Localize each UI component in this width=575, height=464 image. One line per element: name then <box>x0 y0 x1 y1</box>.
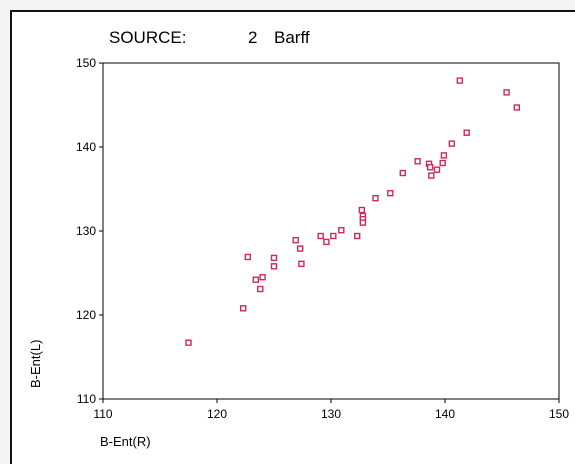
x-tick-label: 140 <box>435 407 455 421</box>
data-point-34 <box>513 104 520 111</box>
y-tick-label: 120 <box>76 308 96 322</box>
x-tick-label: 120 <box>207 407 227 421</box>
data-point-6 <box>270 254 278 262</box>
data-point-23 <box>414 158 421 165</box>
chart-window: SOURCE: 2 Barff 110 120 130 140 150 110 120 13… <box>10 10 575 464</box>
data-point-15 <box>354 232 361 240</box>
chart-title: SOURCE: <box>109 28 186 47</box>
data-point-4 <box>257 285 264 293</box>
data-point-19 <box>359 219 367 226</box>
data-point-29 <box>440 152 448 159</box>
data-point-27 <box>433 166 441 173</box>
data-point-1 <box>239 305 247 312</box>
y-axis: 110 120 130 140 150 <box>76 56 103 406</box>
data-point-8 <box>292 236 299 244</box>
source-number: 2 <box>248 28 257 47</box>
data-point-12 <box>323 238 330 246</box>
data-point-3 <box>252 276 260 283</box>
x-axis: 110 120 130 140 150 <box>93 399 569 421</box>
data-point-14 <box>338 226 345 234</box>
data-point-5 <box>259 274 266 281</box>
data-point-25 <box>427 163 434 171</box>
data-point-31 <box>456 77 463 84</box>
data-point-21 <box>387 189 394 197</box>
data-point-22 <box>399 169 406 177</box>
data-point-10 <box>298 260 305 268</box>
data-point-28 <box>439 159 446 167</box>
x-tick-label: 130 <box>321 407 341 421</box>
y-tick-label: 110 <box>77 392 96 406</box>
y-tick-label: 150 <box>76 56 96 70</box>
data-point-20 <box>372 194 379 202</box>
x-tick-label: 150 <box>549 407 569 421</box>
data-point-7 <box>270 263 278 270</box>
data-point-33 <box>503 89 510 96</box>
data-point-26 <box>428 172 435 179</box>
y-tick-label: 140 <box>76 140 96 154</box>
source-name: Barff <box>274 28 310 47</box>
y-tick-label: 130 <box>76 224 96 238</box>
data-point-32 <box>463 129 470 136</box>
data-point-9 <box>297 245 304 252</box>
data-point-13 <box>330 232 337 240</box>
data-point-30 <box>448 140 455 147</box>
data-point-16 <box>358 206 365 214</box>
x-tick-label: 110 <box>93 407 112 421</box>
plot-area <box>102 62 560 400</box>
data-point-2 <box>244 253 252 261</box>
data-point-11 <box>317 232 324 240</box>
data-points <box>185 77 520 346</box>
data-point-0 <box>185 339 192 346</box>
x-axis-title: B-Ent(R) <box>100 434 151 449</box>
y-axis-title: B-Ent(L) <box>28 340 43 388</box>
scatter-chart: SOURCE: 2 Barff 110 120 130 140 150 110 120 13… <box>28 28 569 449</box>
